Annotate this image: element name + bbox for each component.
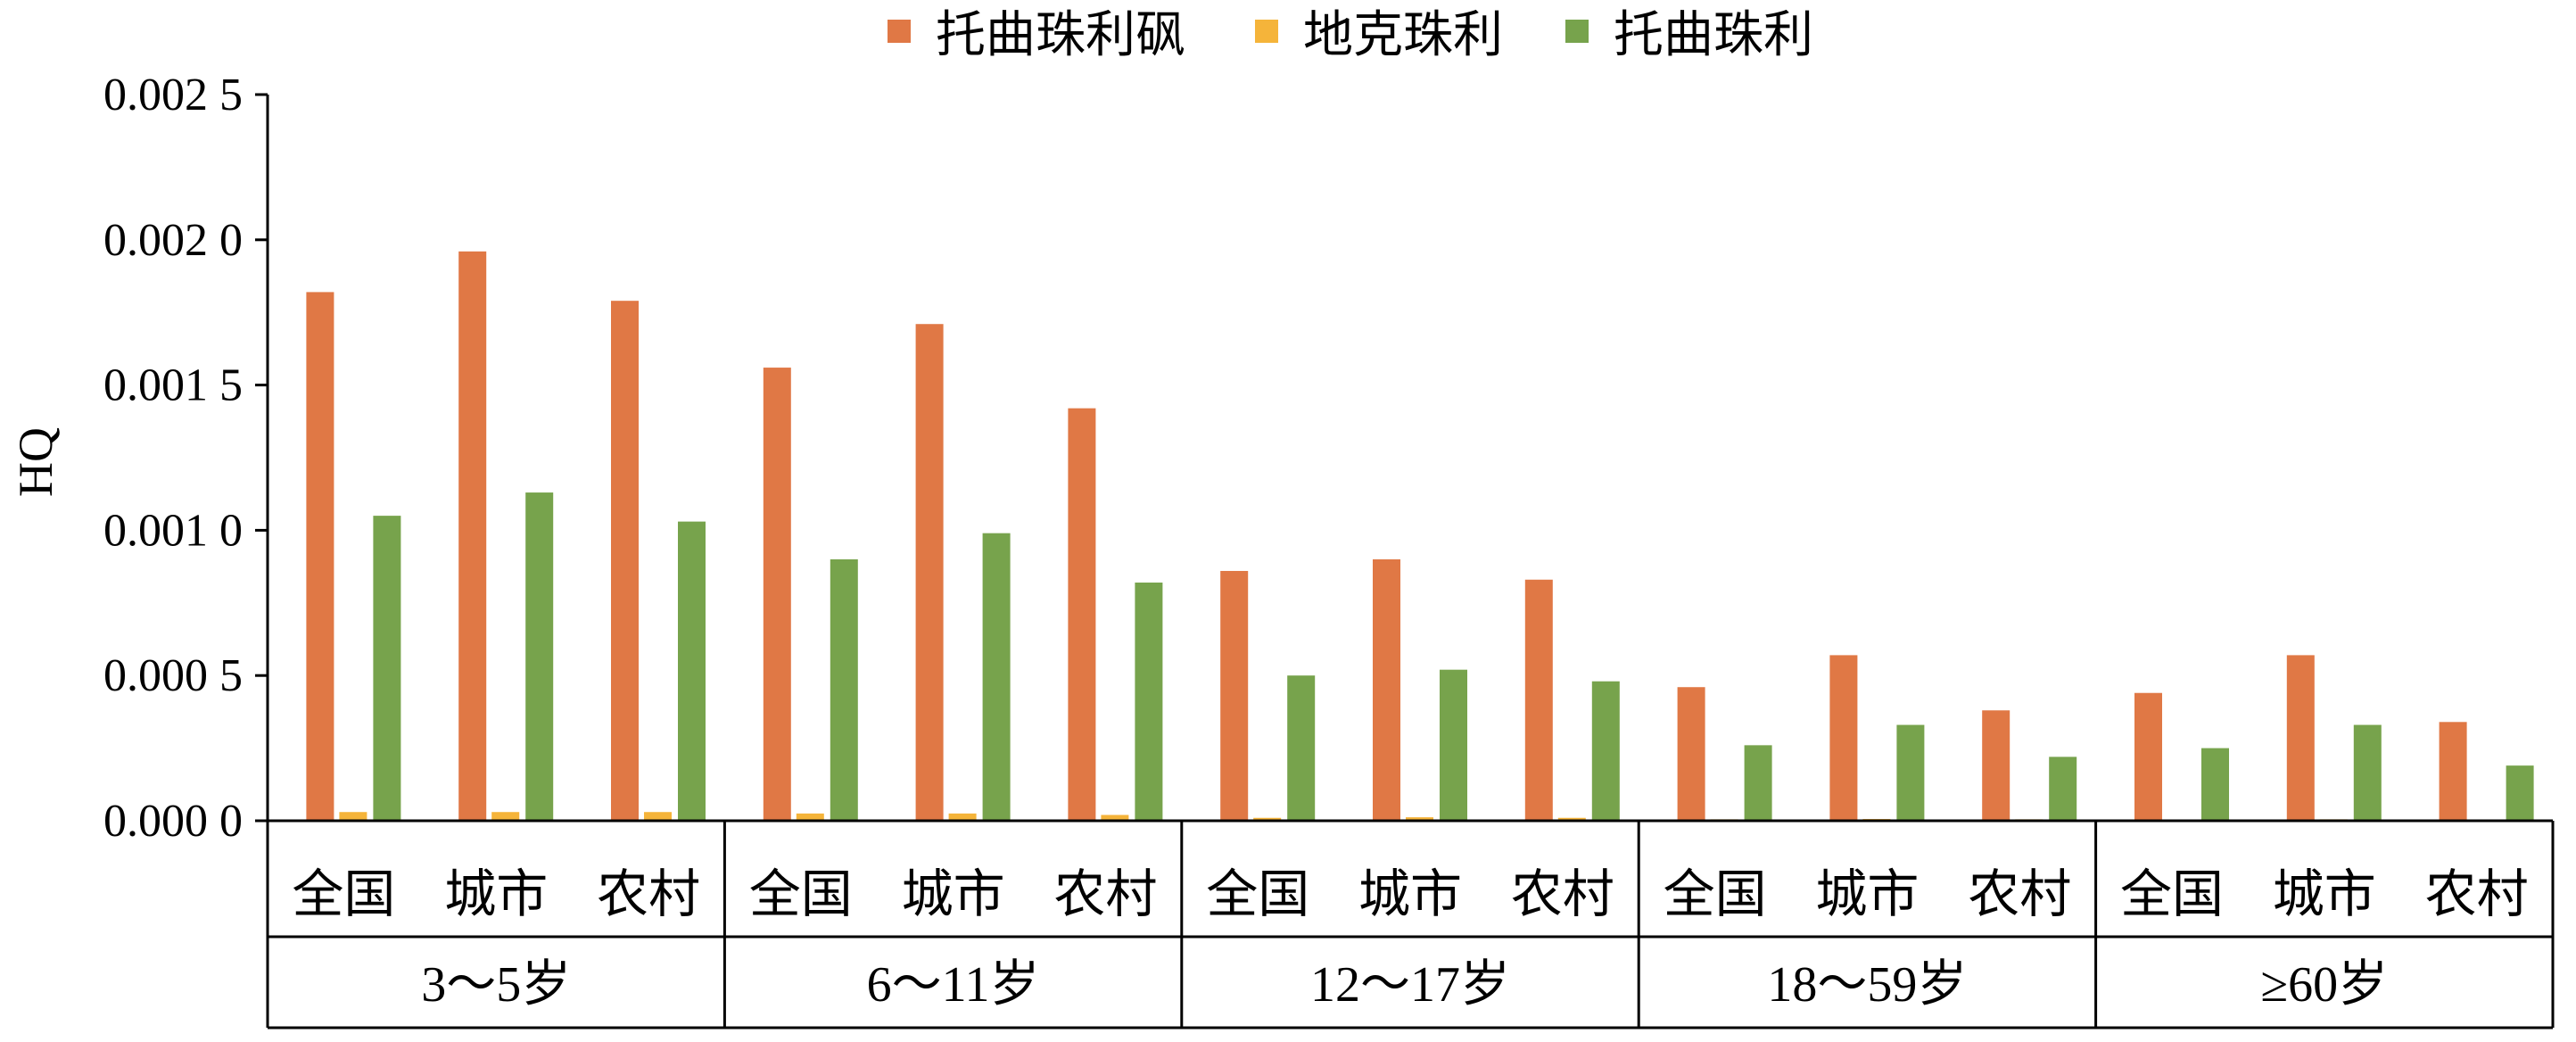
bar: [1677, 687, 1705, 821]
bar: [1829, 655, 1858, 821]
bar: [1896, 724, 1925, 821]
category-label: 城市: [1358, 865, 1462, 923]
bar: [306, 292, 334, 822]
bar: [1287, 675, 1316, 821]
category-label: 城市: [2273, 865, 2376, 923]
group-label: 18～59岁: [1767, 957, 1967, 1013]
y-tick-label: 0.000 0: [103, 796, 243, 847]
category-label: 全国: [1664, 865, 1767, 923]
bar: [373, 516, 401, 821]
bar: [1440, 669, 1467, 821]
y-axis: 0.000 0 0.000 5 0.001 0 0.001 5 0.002 0 0.002…: [103, 70, 269, 1028]
category-label: 城市: [444, 865, 548, 923]
group-label: 6～11岁: [867, 957, 1040, 1013]
y-tick-label: 0.001 0: [103, 505, 243, 556]
category-label: 农村: [1511, 865, 1614, 923]
bar: [796, 813, 824, 821]
bar: [2353, 724, 2382, 821]
category-label: 城市: [902, 865, 1005, 923]
bar: [2286, 655, 2315, 821]
legend-label: 托曲珠利: [1614, 8, 1813, 63]
bar: [2506, 765, 2534, 821]
category-label: 城市: [1815, 865, 1919, 923]
bar: [525, 492, 554, 821]
bars: [306, 251, 2534, 822]
legend-label: 地克珠利: [1303, 8, 1503, 63]
bar: [1982, 710, 2010, 821]
bar: [982, 533, 1011, 821]
bar: [611, 301, 639, 821]
legend-swatch: [888, 20, 911, 43]
y-tick-label: 0.001 5: [103, 360, 243, 411]
y-tick-label: 0.002 5: [103, 70, 243, 120]
category-label: 全国: [749, 865, 853, 923]
bar: [491, 812, 520, 821]
category-label: 农村: [1053, 865, 1157, 923]
bar: [2439, 722, 2467, 821]
y-tick-label: 0.000 5: [103, 650, 243, 701]
y-tick-label: 0.002 0: [103, 215, 243, 266]
bar: [830, 558, 858, 821]
group-label: ≥60岁: [2260, 957, 2388, 1013]
bar: [1373, 558, 1400, 821]
bar: [2049, 757, 2077, 821]
bar: [1101, 815, 1129, 821]
bar: [1253, 817, 1282, 821]
y-axis-title: HQ: [9, 427, 62, 497]
bar: [1406, 817, 1433, 821]
category-label: 全国: [292, 865, 395, 923]
legend-label: 托曲珠利砜: [936, 8, 1185, 63]
bar: [678, 521, 706, 821]
bar: [763, 368, 791, 821]
bar: [1557, 817, 1586, 821]
bar: [1135, 583, 1163, 821]
bar: [948, 813, 977, 821]
legend-swatch: [1565, 20, 1589, 43]
category-label: 农村: [597, 865, 700, 923]
legend: 托曲珠利砜 地克珠利 托曲珠利: [888, 8, 1813, 63]
legend-swatch: [1255, 20, 1278, 43]
bar: [2201, 748, 2229, 821]
category-label: 全国: [1206, 865, 1309, 923]
bar: [915, 324, 944, 821]
bar: [1744, 745, 1772, 821]
category-label: 农村: [1968, 865, 2071, 923]
bar: [2134, 692, 2162, 821]
category-label: 农村: [2425, 865, 2529, 923]
bar: [1220, 570, 1249, 821]
bar: [1524, 579, 1553, 821]
bar: [644, 812, 672, 821]
group-label: 12～17岁: [1310, 957, 1510, 1013]
bar: [339, 812, 367, 821]
category-label: 全国: [2120, 865, 2224, 923]
group-label: 3～5岁: [421, 957, 571, 1013]
bar: [458, 251, 487, 822]
bar: [1591, 681, 1620, 821]
bar: [1068, 408, 1096, 821]
